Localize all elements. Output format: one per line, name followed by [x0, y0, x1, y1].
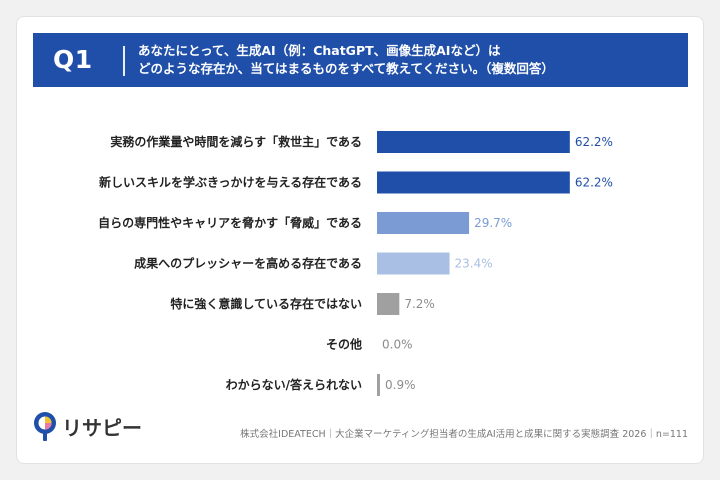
- category-label: わからない/答えられない: [226, 377, 362, 392]
- question-text: あなたにとって、生成AI（例：ChatGPT、画像生成AIなど）は どのような存…: [138, 42, 678, 78]
- category-label: 特に強く意識している存在ではない: [170, 296, 362, 311]
- category-label: その他: [326, 337, 362, 352]
- question-number: Q1: [53, 45, 93, 74]
- value-label: 0.9%: [385, 378, 416, 392]
- category-label: 新しいスキルを学ぶきっかけを与える存在である: [99, 175, 362, 190]
- logo-text: リサピー: [62, 416, 142, 440]
- header-divider: [123, 46, 125, 76]
- lightbulb-logo-icon: [34, 412, 56, 441]
- question-line-2: どのような存在か、当てはまるものをすべて教えてください。（複数回答）: [138, 61, 554, 76]
- value-label: 29.7%: [474, 216, 512, 230]
- category-label: 実務の作業量や時間を減らす「救世主」である: [110, 134, 362, 149]
- value-label: 23.4%: [455, 257, 493, 271]
- bar: [377, 212, 470, 234]
- value-label: 62.2%: [575, 135, 613, 149]
- source-footer: 株式会社IDEATECH｜大企業マーケティング担当者の生成AI活用と成果に関する…: [240, 429, 688, 440]
- question-line-1: あなたにとって、生成AI（例：ChatGPT、画像生成AIなど）は: [138, 43, 501, 58]
- bar: [377, 374, 380, 396]
- value-label: 7.2%: [404, 297, 435, 311]
- logo: リサピー: [32, 410, 142, 444]
- bar: [377, 131, 570, 153]
- bar: [377, 171, 570, 194]
- card: [16, 16, 704, 464]
- bar: [377, 293, 400, 315]
- value-label: 62.2%: [575, 176, 613, 190]
- value-label: 0.0%: [382, 338, 413, 352]
- category-label: 成果へのプレッシャーを高める存在である: [134, 256, 362, 271]
- bar: [377, 252, 450, 275]
- category-label: 自らの専門性やキャリアを脅かす「脅威」である: [98, 215, 362, 230]
- question-header: Q1 あなたにとって、生成AI（例：ChatGPT、画像生成AIなど）は どのよ…: [33, 33, 688, 87]
